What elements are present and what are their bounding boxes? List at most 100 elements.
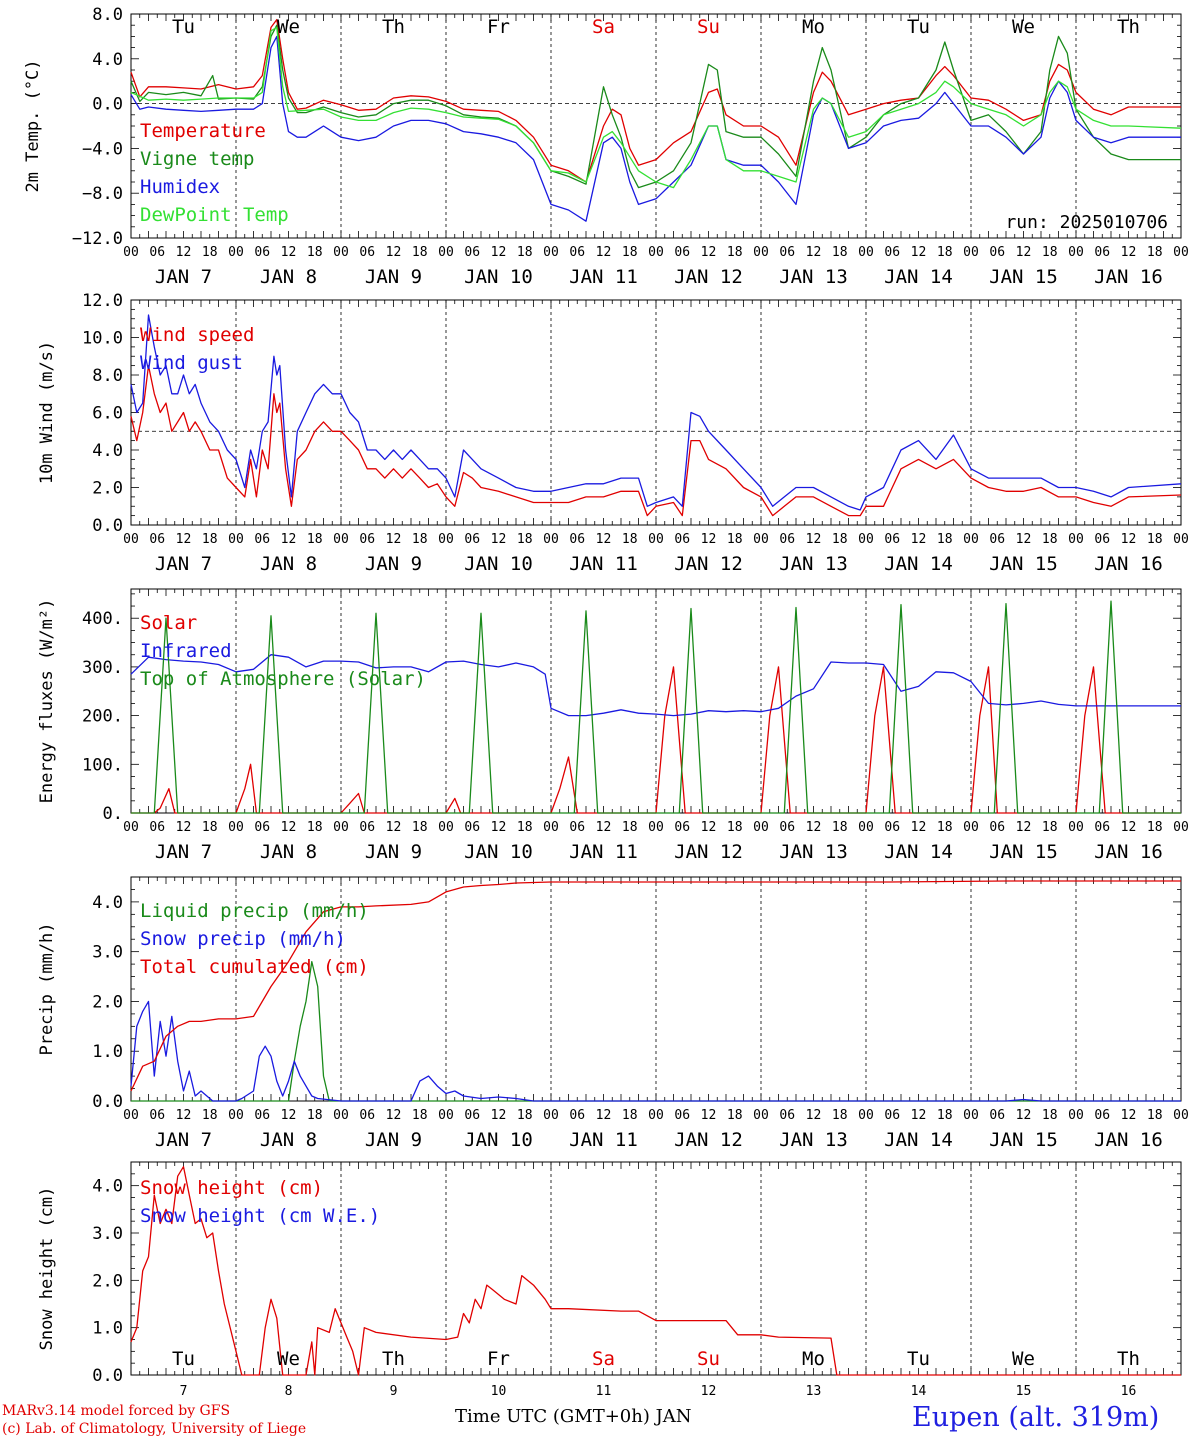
date-label: JAN 10 bbox=[464, 266, 533, 288]
hour-label: 00 bbox=[228, 1108, 244, 1123]
hour-label: 06 bbox=[674, 820, 690, 835]
hour-label: 12 bbox=[911, 532, 927, 547]
hour-label: 06 bbox=[1094, 820, 1110, 835]
series-temperature bbox=[130, 18, 1181, 183]
date-label: JAN 16 bbox=[1094, 266, 1163, 288]
hour-label: 06 bbox=[149, 532, 165, 547]
hour-label: 00 bbox=[123, 245, 139, 260]
hour-label: 06 bbox=[779, 1108, 795, 1123]
weekday-label: Mo bbox=[802, 1348, 825, 1370]
weekday-label: Su bbox=[697, 1348, 720, 1370]
hour-label: 12 bbox=[281, 820, 297, 835]
hour-label: 00 bbox=[648, 820, 664, 835]
hour-label: 00 bbox=[1068, 245, 1084, 260]
hour-label: 18 bbox=[937, 245, 953, 260]
hour-label: 18 bbox=[412, 820, 428, 835]
legend-entry: Liquid precip (mm/h) bbox=[140, 900, 369, 922]
y-tick-label: 8.0 bbox=[92, 366, 123, 386]
weekday-label: Fr bbox=[487, 1348, 510, 1370]
hour-label: 18 bbox=[1042, 820, 1058, 835]
hour-label: 12 bbox=[491, 245, 507, 260]
hour-label: 06 bbox=[779, 532, 795, 547]
hour-label: 18 bbox=[307, 245, 323, 260]
date-label: JAN 10 bbox=[464, 1129, 533, 1151]
date-label: JAN 14 bbox=[884, 553, 953, 575]
legend-entry: Humidex bbox=[140, 176, 220, 198]
series-vigne-temp bbox=[130, 24, 1181, 189]
hour-label: 12 bbox=[806, 820, 822, 835]
hour-label: 00 bbox=[123, 532, 139, 547]
hour-label: 18 bbox=[622, 532, 638, 547]
series-total-cumulated-cm bbox=[130, 880, 1181, 1092]
hour-label: 00 bbox=[858, 245, 874, 260]
weekday-label: We bbox=[1012, 1348, 1035, 1370]
hour-label: 18 bbox=[307, 532, 323, 547]
date-label: JAN 7 bbox=[155, 553, 212, 575]
date-label: JAN 16 bbox=[1094, 1129, 1163, 1151]
hour-label: 06 bbox=[359, 245, 375, 260]
hour-label: 18 bbox=[727, 532, 743, 547]
hour-label: 12 bbox=[176, 820, 192, 835]
legend-entry: DewPoint Temp bbox=[140, 204, 289, 226]
date-label: JAN 8 bbox=[260, 553, 317, 575]
hour-label: 00 bbox=[333, 532, 349, 547]
date-label: JAN 8 bbox=[260, 1129, 317, 1151]
series-dewpoint-temp bbox=[130, 26, 1182, 189]
y-tick-label: −8.0 bbox=[82, 184, 123, 204]
hour-label: 18 bbox=[622, 820, 638, 835]
hour-label: 00 bbox=[1068, 820, 1084, 835]
hour-label: 00 bbox=[963, 245, 979, 260]
y-tick-label: 200. bbox=[82, 707, 123, 727]
day-number: 7 bbox=[180, 1384, 188, 1399]
y-tick-label: 0.0 bbox=[92, 516, 123, 536]
hour-label: 12 bbox=[596, 820, 612, 835]
hour-label: 12 bbox=[806, 245, 822, 260]
hour-label: 00 bbox=[648, 1108, 664, 1123]
y-tick-label: 4.0 bbox=[92, 50, 123, 70]
date-label: JAN 7 bbox=[155, 1129, 212, 1151]
hour-label: 06 bbox=[569, 245, 585, 260]
hour-label: 18 bbox=[1042, 532, 1058, 547]
y-tick-label: 300. bbox=[82, 658, 123, 678]
hour-label: 00 bbox=[333, 820, 349, 835]
hour-label: 12 bbox=[386, 820, 402, 835]
hour-label: 06 bbox=[254, 245, 270, 260]
y-tick-label: 4.0 bbox=[92, 441, 123, 461]
hour-label: 00 bbox=[543, 532, 559, 547]
hour-label: 00 bbox=[963, 1108, 979, 1123]
time-axis-label: Time UTC (GMT+0h) JAN bbox=[455, 1406, 692, 1427]
day-number: 13 bbox=[806, 1384, 822, 1399]
weekday-label: Mo bbox=[802, 16, 825, 38]
series-top-of-atmosphere-solar bbox=[131, 600, 1181, 814]
hour-label: 18 bbox=[727, 820, 743, 835]
date-label: JAN 13 bbox=[779, 553, 848, 575]
hour-label: 12 bbox=[1016, 245, 1032, 260]
station-name: Eupen (alt. 319m) bbox=[912, 1402, 1160, 1433]
date-label: JAN 12 bbox=[674, 266, 743, 288]
date-label: JAN 14 bbox=[884, 266, 953, 288]
hour-label: 18 bbox=[202, 820, 218, 835]
hour-label: 06 bbox=[464, 532, 480, 547]
hour-label: 12 bbox=[281, 532, 297, 547]
legend-entry: Vigne temp bbox=[140, 148, 254, 170]
hour-label: 06 bbox=[674, 245, 690, 260]
hour-label: 18 bbox=[517, 1108, 533, 1123]
series-infrared bbox=[130, 654, 1181, 717]
day-number: 8 bbox=[285, 1384, 293, 1399]
hour-label: 12 bbox=[176, 245, 192, 260]
hour-label: 06 bbox=[569, 820, 585, 835]
hour-label: 00 bbox=[228, 820, 244, 835]
hour-label: 06 bbox=[359, 820, 375, 835]
day-number: 16 bbox=[1121, 1384, 1137, 1399]
hour-label: 06 bbox=[359, 1108, 375, 1123]
series-wind-gust bbox=[130, 314, 1182, 511]
hour-label: 12 bbox=[1121, 245, 1137, 260]
hour-label: 12 bbox=[491, 820, 507, 835]
weekday-label: Tu bbox=[172, 16, 195, 38]
y-tick-label: −4.0 bbox=[82, 139, 123, 159]
hour-label: 00 bbox=[333, 1108, 349, 1123]
weekday-label: Th bbox=[1117, 1348, 1140, 1370]
y-axis-label: 10m Wind (m/s) bbox=[37, 341, 57, 484]
hour-label: 18 bbox=[412, 532, 428, 547]
